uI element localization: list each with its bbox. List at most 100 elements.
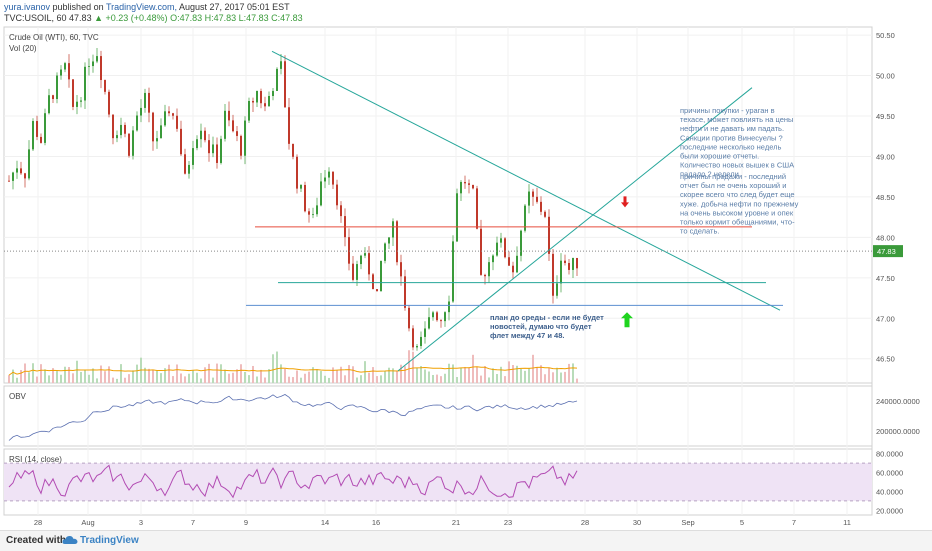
candle-body — [216, 144, 218, 163]
volume-bar — [260, 369, 262, 383]
candle-body — [116, 135, 118, 139]
candle-body — [300, 184, 302, 189]
volume-bar — [228, 373, 230, 383]
volume-bar — [344, 375, 346, 383]
candle-body — [108, 91, 110, 115]
candle-body — [384, 243, 386, 261]
candle-body — [388, 237, 390, 244]
candle-body — [436, 312, 438, 321]
site-link[interactable]: TradingView.com, — [105, 2, 177, 12]
price-axis[interactable]: 50.50 50.00 49.50 49.00 48.50 48.00 47.50 47.00… — [876, 31, 895, 364]
volume-bar — [16, 377, 18, 383]
volume-bar — [488, 377, 490, 383]
volume-bar — [512, 365, 514, 383]
rsi-label: RSI (14, close) — [9, 455, 62, 464]
descending-trendline-line[interactable] — [271, 50, 781, 311]
candle-body — [564, 260, 566, 264]
candle-body — [552, 253, 554, 296]
time-tick-label: 7 — [792, 518, 796, 527]
volume-bar — [284, 368, 286, 383]
volume-bar — [100, 365, 102, 383]
candle-body — [188, 164, 190, 174]
volume-bar — [392, 368, 394, 383]
time-tick-label: 5 — [740, 518, 744, 527]
volume-bar — [172, 376, 174, 383]
volume-bar — [224, 369, 226, 383]
author-link[interactable]: yura.ivanov — [4, 2, 51, 12]
candle-body — [180, 128, 182, 155]
candle-body — [184, 154, 186, 174]
ohlc-values: O:47.83 H:47.83 L:47.83 C:47.83 — [170, 13, 303, 23]
candle-body — [176, 115, 178, 129]
volume-bar — [276, 351, 278, 383]
tradingview-brand[interactable]: TradingView — [80, 535, 139, 546]
candle-body — [528, 191, 530, 206]
volume-bar — [144, 367, 146, 383]
drawings[interactable] — [246, 50, 783, 372]
ascending-trendline-line[interactable] — [397, 87, 753, 372]
volume-bar — [236, 369, 238, 383]
ticker-line: TVC:USOIL, 60 47.83 ▲ +0.23 (+0.48%) O:4… — [4, 13, 303, 24]
volume-bar — [112, 377, 114, 383]
published-text: published on — [52, 2, 104, 12]
volume-bar — [320, 371, 322, 383]
candle-body — [504, 238, 506, 258]
time-tick-label: 14 — [321, 518, 329, 527]
volume-bar — [136, 364, 138, 383]
plan-line: флет между 47 и 48. — [490, 331, 564, 340]
candle-body — [140, 107, 142, 116]
price-tick-label: 46.50 — [876, 355, 895, 364]
ticker-symbol: TVC:USOIL, 60 — [4, 13, 67, 23]
candle-body — [560, 260, 562, 284]
candle-body — [8, 180, 10, 182]
time-tick-label: 7 — [191, 518, 195, 527]
volume-bar — [176, 364, 178, 383]
volume-bar — [380, 375, 382, 383]
volume-bar — [204, 367, 206, 383]
volume-bar — [352, 366, 354, 383]
candle-body — [432, 312, 434, 318]
candle-body — [12, 172, 14, 181]
main-pane-title: Crude Oil (WTI), 60, TVC — [9, 33, 99, 42]
buy-arrow-icon[interactable] — [621, 312, 633, 328]
candle-body — [172, 113, 174, 116]
candle-body — [356, 264, 358, 280]
volume-bar — [328, 377, 330, 383]
candle-body — [320, 181, 322, 206]
sell-arrow-icon[interactable] — [621, 196, 629, 208]
volume-bar — [64, 366, 66, 383]
volume-bar — [20, 370, 22, 383]
volume-bar — [508, 361, 510, 383]
volume-bar — [240, 364, 242, 383]
candle-body — [132, 130, 134, 156]
candle-body — [20, 168, 22, 174]
rsi-band — [4, 463, 872, 501]
candle-body — [76, 101, 78, 107]
candle-body — [200, 130, 202, 140]
candle-body — [324, 177, 326, 182]
volume-bar — [248, 375, 250, 383]
candle-body — [296, 156, 298, 189]
candle-body — [392, 221, 394, 238]
candle-body — [540, 201, 542, 212]
volume-bar — [536, 366, 538, 383]
volume-bar — [208, 363, 210, 383]
price-tick-label: 49.50 — [876, 112, 895, 121]
volume-bar — [32, 363, 34, 383]
volume-bar — [200, 378, 202, 383]
time-tick-label: 28 — [581, 518, 589, 527]
created-with-text: Created with — [6, 535, 67, 546]
buy-reason-line: причины покупки - ураган в — [680, 106, 775, 115]
time-axis[interactable]: 28 Aug 3 7 9 14 16 21 23 28 30 Sep 5 7 11 — [34, 518, 851, 527]
volume-bar — [180, 373, 182, 383]
candle-body — [88, 66, 90, 67]
volume-bar — [252, 365, 254, 383]
volume-bar — [452, 364, 454, 383]
candle-body — [396, 221, 398, 263]
candle-body — [416, 346, 418, 348]
volume-bar — [128, 374, 130, 383]
